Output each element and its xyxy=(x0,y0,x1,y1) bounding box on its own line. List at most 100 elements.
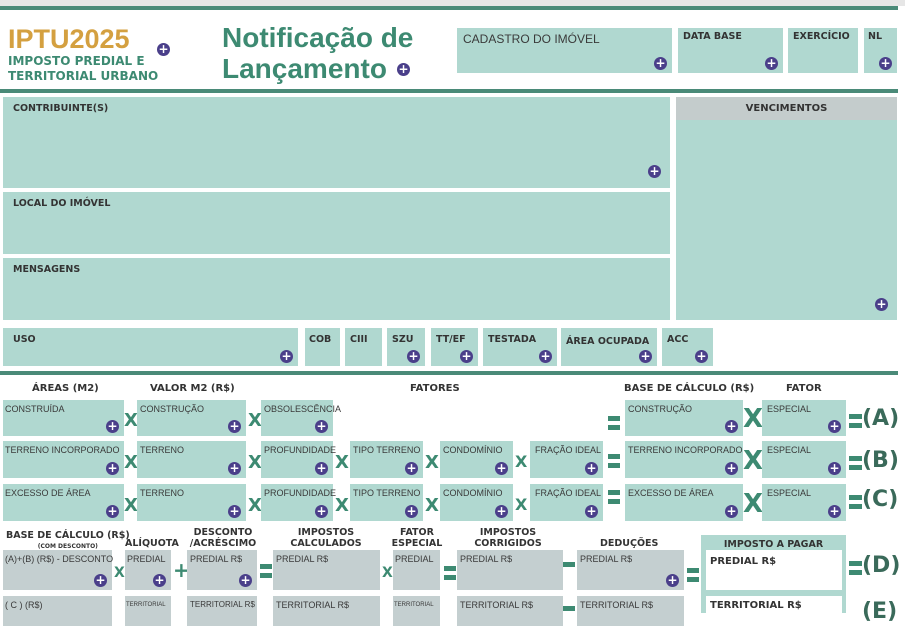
valor-terreno[interactable]: TERRENO + xyxy=(137,484,246,521)
plus-icon[interactable]: + xyxy=(879,56,892,70)
plus-icon[interactable]: + xyxy=(875,297,888,311)
calculado-territorial[interactable]: TERRITORIAL R$ xyxy=(273,596,380,626)
attr-area-ocupada[interactable]: ÁREA OCUPADA + xyxy=(561,328,657,366)
desconto-predial[interactable]: PREDIAL R$ + xyxy=(187,550,257,590)
plus-icon[interactable]: + xyxy=(407,349,420,363)
plus-icon[interactable]: + xyxy=(405,461,418,475)
cadastro-field[interactable]: CADASTRO DO IMÓVEL + xyxy=(457,28,672,73)
fator-tipo-terreno[interactable]: TIPO TERRENO + xyxy=(350,441,423,478)
field-label: PREDIAL R$ xyxy=(460,554,513,564)
desconto-territorial[interactable]: TERRITORIAL R$ xyxy=(187,596,257,626)
plus-icon[interactable]: + xyxy=(228,419,241,433)
plus-icon[interactable]: + xyxy=(106,461,119,475)
fator-especial[interactable]: ESPECIAL + xyxy=(762,400,846,436)
fator-especial[interactable]: ESPECIAL + xyxy=(762,441,846,478)
equals-icon xyxy=(608,454,620,468)
base-construcao[interactable]: CONSTRUÇÃO + xyxy=(625,400,743,436)
vencimentos-panel[interactable]: VENCIMENTOS + xyxy=(676,97,897,320)
plus-icon[interactable]: + xyxy=(648,164,661,178)
fator-fracao-ideal[interactable]: FRAÇÃO IDEAL + xyxy=(530,484,603,521)
deducoes-territorial[interactable]: TERRITORIAL R$ xyxy=(577,596,684,626)
mensagens-field[interactable]: MENSAGENS xyxy=(3,258,670,320)
plus-icon[interactable]: + xyxy=(639,349,652,363)
exercicio-field[interactable]: EXERCÍCIO xyxy=(788,28,858,73)
fator-condominio[interactable]: CONDOMÍNIO + xyxy=(440,441,513,478)
field-label: TERRITORIAL R$ xyxy=(710,600,802,611)
plus-icon[interactable]: + xyxy=(585,504,598,518)
plus-icon[interactable]: + xyxy=(157,42,170,56)
multiply-icon: X xyxy=(248,410,262,431)
attr-ttef[interactable]: TT/EF + xyxy=(431,328,478,366)
plus-icon[interactable]: + xyxy=(495,504,508,518)
plus-icon[interactable]: + xyxy=(666,573,679,587)
fator-territorial[interactable]: TERRITORIAL xyxy=(393,596,440,626)
plus-icon[interactable]: + xyxy=(695,349,708,363)
plus-icon[interactable]: + xyxy=(405,504,418,518)
plus-icon[interactable]: + xyxy=(539,349,552,363)
contribuinte-field[interactable]: CONTRIBUINTE(S) + xyxy=(3,97,670,188)
plus-icon[interactable]: + xyxy=(460,349,473,363)
valor-terreno[interactable]: TERRENO + xyxy=(137,441,246,478)
plus-icon[interactable]: + xyxy=(495,461,508,475)
plus-icon[interactable]: + xyxy=(585,461,598,475)
valor-construcao[interactable]: CONSTRUÇÃO + xyxy=(137,400,246,436)
plus-icon[interactable]: + xyxy=(94,573,107,587)
fator-profundidade[interactable]: PROFUNDIDADE + xyxy=(261,484,336,521)
attr-uso[interactable]: USO + xyxy=(3,328,298,366)
plus-icon[interactable]: + xyxy=(239,573,252,587)
plus-icon[interactable]: + xyxy=(315,461,328,475)
attr-szu[interactable]: SZU + xyxy=(387,328,425,366)
area-construida[interactable]: CONSTRUÍDA + xyxy=(3,400,124,436)
plus-icon[interactable]: + xyxy=(828,504,841,518)
field-label: TERRITORIAL xyxy=(126,602,166,608)
attr-cob[interactable]: COB xyxy=(305,328,340,366)
plus-icon[interactable]: + xyxy=(725,461,738,475)
divider xyxy=(0,6,898,10)
fator-obsolescencia[interactable]: OBSOLESCÊNCIA + xyxy=(261,400,341,436)
base-territorial[interactable]: ( C ) (R$) xyxy=(3,596,112,626)
aliquota-predial[interactable]: PREDIAL + xyxy=(125,550,171,590)
fator-predial[interactable]: PREDIAL xyxy=(393,550,440,590)
plus-icon[interactable]: + xyxy=(315,504,328,518)
aliquota-territorial[interactable]: TERRITORIAL xyxy=(125,596,171,626)
deducoes-predial[interactable]: PREDIAL R$ + xyxy=(577,550,684,590)
pagar-territorial: TERRITORIAL R$ xyxy=(706,596,842,626)
plus-icon[interactable]: + xyxy=(725,419,738,433)
plus-icon[interactable]: + xyxy=(765,56,778,70)
attr-ciii[interactable]: CIII xyxy=(345,328,382,366)
attr-testada[interactable]: TESTADA + xyxy=(483,328,557,366)
fator-fracao-ideal[interactable]: FRAÇÃO IDEAL + xyxy=(530,441,603,478)
base-terreno-incorporado[interactable]: TERRENO INCORPORADO + xyxy=(625,441,743,478)
data-base-field[interactable]: DATA BASE + xyxy=(678,28,783,73)
corrigido-predial[interactable]: PREDIAL R$ xyxy=(457,550,563,590)
fator-condominio[interactable]: CONDOMÍNIO + xyxy=(440,484,513,521)
area-terreno-incorporado[interactable]: TERRENO INCORPORADO + xyxy=(3,441,124,478)
nl-field[interactable]: NL + xyxy=(864,28,897,73)
corrigido-territorial[interactable]: TERRITORIAL R$ xyxy=(457,596,563,626)
multiply-icon: X xyxy=(248,495,262,516)
area-excesso[interactable]: EXCESSO DE ÁREA + xyxy=(3,484,124,521)
base-predial[interactable]: (A)+(B) (R$) - DESCONTO + xyxy=(3,550,113,590)
field-label: DATA BASE xyxy=(683,31,742,42)
plus-icon[interactable]: + xyxy=(828,461,841,475)
plus-icon[interactable]: + xyxy=(397,62,410,76)
fator-tipo-terreno[interactable]: TIPO TERRENO + xyxy=(350,484,423,521)
plus-icon[interactable]: + xyxy=(228,504,241,518)
plus-icon[interactable]: + xyxy=(654,56,667,70)
top-strip xyxy=(0,0,905,6)
local-field[interactable]: LOCAL DO IMÓVEL xyxy=(3,192,670,254)
plus-icon[interactable]: + xyxy=(725,504,738,518)
base-excesso[interactable]: EXCESSO DE ÁREA + xyxy=(625,484,743,521)
field-label: CADASTRO DO IMÓVEL xyxy=(463,32,600,46)
plus-icon[interactable]: + xyxy=(153,573,166,587)
attr-acc[interactable]: ACC + xyxy=(662,328,713,366)
calculado-predial[interactable]: PREDIAL R$ xyxy=(273,550,380,590)
plus-icon[interactable]: + xyxy=(828,419,841,433)
plus-icon[interactable]: + xyxy=(315,419,328,433)
plus-icon[interactable]: + xyxy=(280,349,293,363)
plus-icon[interactable]: + xyxy=(106,419,119,433)
plus-icon[interactable]: + xyxy=(228,461,241,475)
fator-especial[interactable]: ESPECIAL + xyxy=(762,484,846,521)
plus-icon[interactable]: + xyxy=(106,504,119,518)
fator-profundidade[interactable]: PROFUNDIDADE + xyxy=(261,441,336,478)
